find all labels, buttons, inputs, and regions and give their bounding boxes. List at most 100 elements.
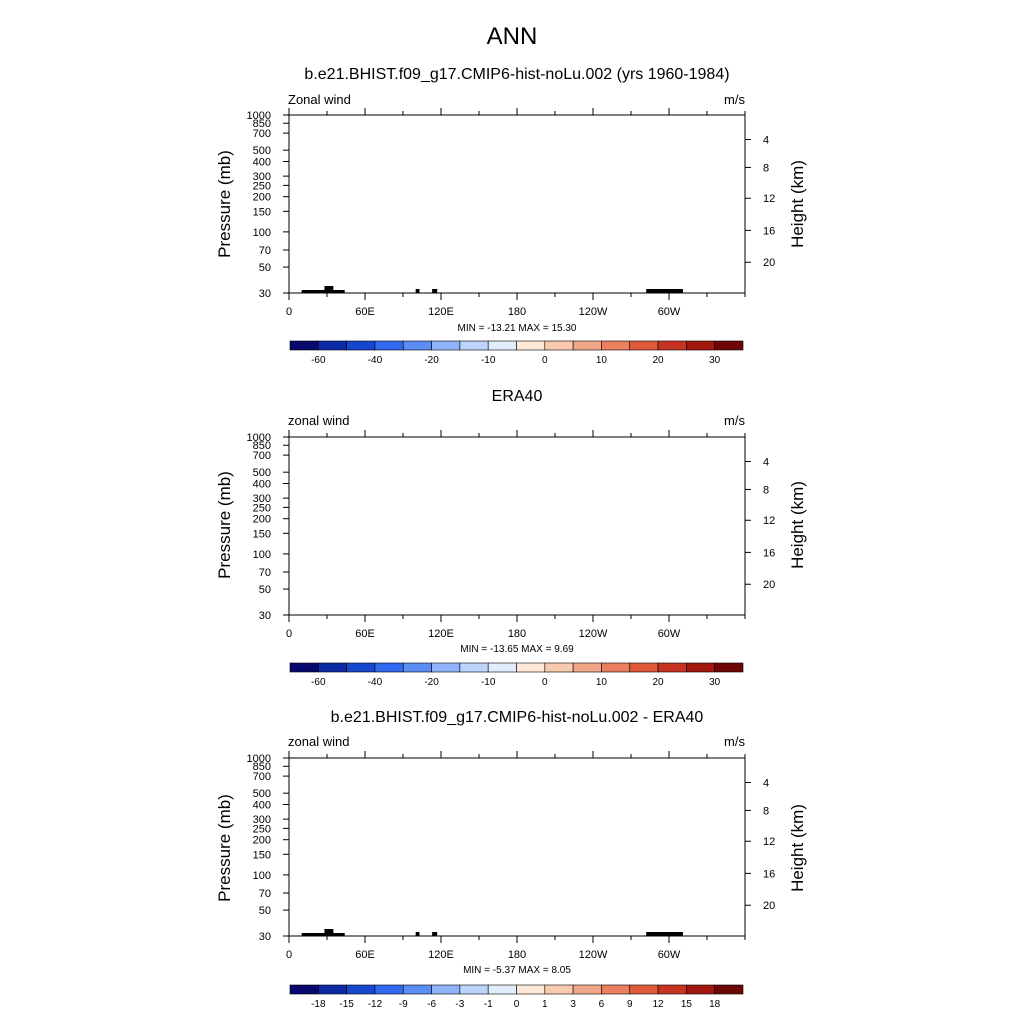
pressure-tick-label: 30: [259, 288, 271, 300]
colorbar-swatch: [572, 984, 602, 995]
colorbar-label: 12: [653, 999, 665, 1010]
height-tick-label: 12: [763, 515, 775, 527]
pressure-tick-label: 200: [253, 192, 271, 204]
height-tick-label: 8: [763, 484, 769, 496]
colorbar-label: -10: [481, 677, 496, 688]
colorbar-swatch: [601, 984, 631, 995]
topography: [415, 932, 420, 936]
colorbar-swatch: [459, 340, 489, 351]
panel-3-colorbar: -18 -15 -12 -9 -6 -3 -1 0 1 3 6 9 12 15 18: [289, 984, 744, 1010]
pressure-tick-label: 100: [253, 870, 271, 882]
panel-2: ERA40 zonal wind m/s Pressure (mb) Heigh…: [215, 388, 807, 688]
colorbar-label: 20: [653, 355, 665, 366]
colorbar-label: 15: [681, 999, 693, 1010]
pressure-tick-label: 50: [259, 584, 271, 596]
height-tick-label: 8: [763, 805, 769, 817]
colorbar-label: -9: [399, 999, 408, 1010]
figure-title: ANN: [487, 23, 538, 50]
panel-1-right-label: m/s: [724, 92, 745, 107]
lon-tick-label: 60W: [658, 949, 681, 961]
pressure-tick-label: 1000: [247, 753, 271, 765]
lon-tick-label: 180: [508, 628, 526, 640]
colorbar-swatch: [714, 662, 744, 673]
pressure-tick-label: 400: [253, 157, 271, 169]
colorbar-label: -60: [311, 355, 326, 366]
topography: [646, 289, 683, 293]
pressure-tick-label: 850: [253, 440, 271, 452]
colorbar-label: 10: [596, 677, 608, 688]
colorbar-swatch: [431, 340, 461, 351]
colorbar-swatch: [516, 662, 546, 673]
colorbar-swatch: [657, 340, 687, 351]
topography: [415, 289, 420, 293]
pressure-tick-label: 100: [253, 227, 271, 239]
topography: [324, 929, 334, 936]
colorbar-swatch: [487, 984, 517, 995]
lon-tick-label: 60E: [355, 306, 375, 318]
pressure-tick-label: 30: [259, 610, 271, 622]
height-tick-label: 16: [763, 547, 775, 559]
pressure-tick-label: 50: [259, 905, 271, 917]
lon-tick-label: 120W: [579, 306, 608, 318]
panel-3: b.e21.BHIST.f09_g17.CMIP6-hist-noLu.002 …: [215, 709, 807, 1010]
panel-1-left-label: Zonal wind: [288, 92, 351, 107]
colorbar-label: -15: [339, 999, 354, 1010]
pressure-tick-label: 250: [253, 180, 271, 192]
colorbar-swatch: [459, 662, 489, 673]
colorbar-label: 10: [596, 355, 608, 366]
height-tick-label: 12: [763, 836, 775, 848]
colorbar-label: 9: [627, 999, 633, 1010]
colorbar-swatch: [289, 340, 319, 351]
lon-tick-label: 180: [508, 306, 526, 318]
panel-3-stats: MIN = -5.37 MAX = 8.05: [463, 965, 571, 976]
colorbar-swatch: [402, 984, 432, 995]
colorbar-swatch: [601, 662, 631, 673]
panel-2-colorbar: -60 -40 -20 -10 0 10 20 30: [289, 662, 744, 688]
colorbar-swatch: [374, 984, 404, 995]
pressure-tick-label: 30: [259, 931, 271, 943]
colorbar-label: 0: [542, 355, 548, 366]
colorbar-label: 30: [709, 677, 721, 688]
height-tick-label: 16: [763, 225, 775, 237]
colorbar-label: 6: [599, 999, 605, 1010]
colorbar-label: 3: [570, 999, 576, 1010]
colorbar-label: -3: [455, 999, 464, 1010]
lon-tick-label: 60W: [658, 306, 681, 318]
topography: [301, 290, 345, 293]
colorbar-swatch: [374, 340, 404, 351]
lon-tick-label: 120W: [579, 949, 608, 961]
lon-tick-label: 60E: [355, 949, 375, 961]
pressure-tick-label: 200: [253, 835, 271, 847]
pressure-tick-label: 250: [253, 823, 271, 835]
colorbar-label: -40: [368, 677, 383, 688]
colorbar-swatch: [657, 984, 687, 995]
colorbar-swatch: [487, 662, 517, 673]
pressure-tick-label: 400: [253, 800, 271, 812]
height-tick-label: 4: [763, 778, 769, 790]
pressure-tick-label: 70: [259, 245, 271, 257]
pressure-tick-label: 500: [253, 788, 271, 800]
colorbar-swatch: [289, 984, 319, 995]
panel-2-stats: MIN = -13.65 MAX = 9.69: [460, 644, 574, 655]
colorbar-swatch: [686, 340, 715, 351]
lon-tick-label: 120W: [579, 628, 608, 640]
lon-tick-label: 120E: [428, 949, 454, 961]
panel-1-stats: MIN = -13.21 MAX = 15.30: [458, 323, 577, 334]
topography: [432, 289, 438, 293]
lon-tick-label: 120E: [428, 306, 454, 318]
colorbar-label: -1: [484, 999, 493, 1010]
pressure-tick-label: 700: [253, 771, 271, 783]
lon-tick-label: 120E: [428, 628, 454, 640]
colorbar-swatch: [459, 984, 489, 995]
panel-3-title: b.e21.BHIST.f09_g17.CMIP6-hist-noLu.002 …: [331, 709, 704, 726]
lon-tick-label: 60W: [658, 628, 681, 640]
lon-tick-label: 0: [286, 306, 292, 318]
colorbar-label: 30: [709, 355, 721, 366]
pressure-tick-label: 500: [253, 467, 271, 479]
pressure-tick-label: 300: [253, 493, 271, 505]
pressure-tick-label: 200: [253, 514, 271, 526]
height-tick-label: 20: [763, 257, 775, 269]
colorbar-swatch: [516, 984, 546, 995]
height-tick-label: 20: [763, 579, 775, 591]
